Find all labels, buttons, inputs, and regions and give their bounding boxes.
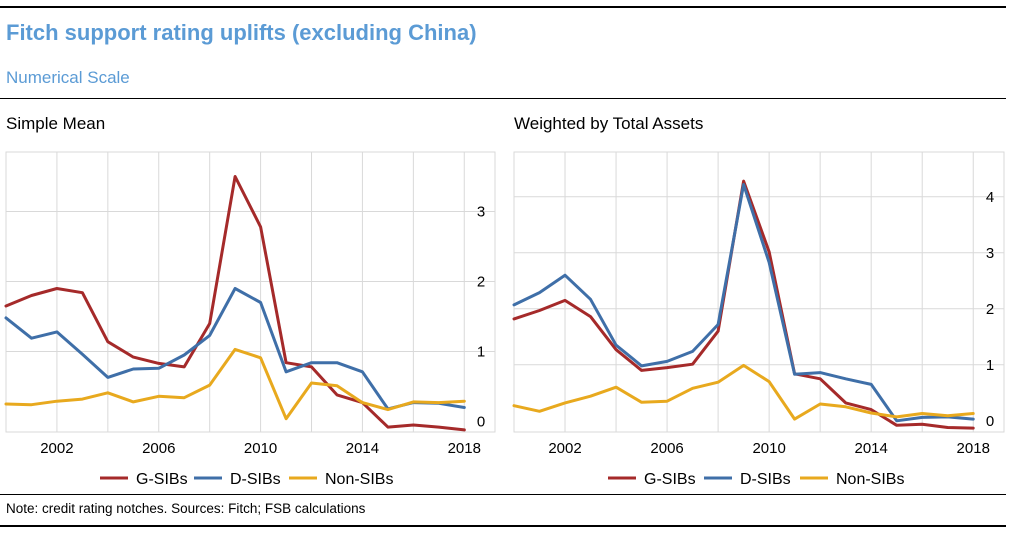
header-rule [0,98,1006,99]
legend-label-d-sibs: D-SIBs [230,471,281,488]
y-tick-label: 0 [986,413,994,430]
series-line-d-sibs [512,183,975,423]
top-rule [0,6,1006,8]
y-tick-label: 1 [986,357,994,374]
footnote: Note: credit rating notches. Sources: Fi… [6,501,366,516]
x-tick-label: 2002 [40,440,73,457]
series-line-non-sibs [512,363,975,421]
x-tick-label: 2006 [142,440,175,457]
y-tick-label: 2 [477,274,485,291]
x-tick-label: 2010 [752,440,785,457]
legend-label-non-sibs: Non-SIBs [836,471,904,488]
legend-rule [0,494,1006,495]
legend-label-non-sibs: Non-SIBs [325,471,393,488]
legend-label-g-sibs: G-SIBs [644,471,696,488]
legend-label-g-sibs: G-SIBs [136,471,188,488]
x-tick-label: 2014 [346,440,379,457]
y-tick-label: 2 [986,301,994,318]
legend-label-d-sibs: D-SIBs [740,471,791,488]
x-tick-label: 2002 [548,440,581,457]
series-line-g-sibs [4,175,466,432]
series-line-g-sibs [512,179,975,430]
series-line-non-sibs [4,347,466,421]
y-tick-label: 0 [477,414,485,431]
x-tick-label: 2018 [957,440,990,457]
right-panel-title: Weighted by Total Assets [514,114,704,133]
bottom-rule [0,525,1006,527]
y-tick-label: 3 [477,204,485,221]
chart-panel-1: 2002 2006 2010 2014 2018 0 1 2 3 G-SIBs D-SIBs Non-… [4,151,496,488]
page-title: Fitch support rating uplifts (excluding … [6,20,477,45]
y-tick-label: 1 [477,344,485,361]
chart-panel-2: 2002 2006 2010 2014 2018 0 1 2 3 4 G-SIBs D-SIBs Non… [512,151,1005,488]
x-tick-label: 2010 [244,440,277,457]
plot-frame [513,151,1005,433]
left-panel-title: Simple Mean [6,114,106,133]
x-tick-label: 2014 [855,440,888,457]
y-tick-label: 3 [986,245,994,262]
x-tick-label: 2018 [448,440,481,457]
y-tick-label: 4 [986,189,994,206]
page-subtitle: Numerical Scale [6,68,130,87]
x-tick-label: 2006 [650,440,683,457]
